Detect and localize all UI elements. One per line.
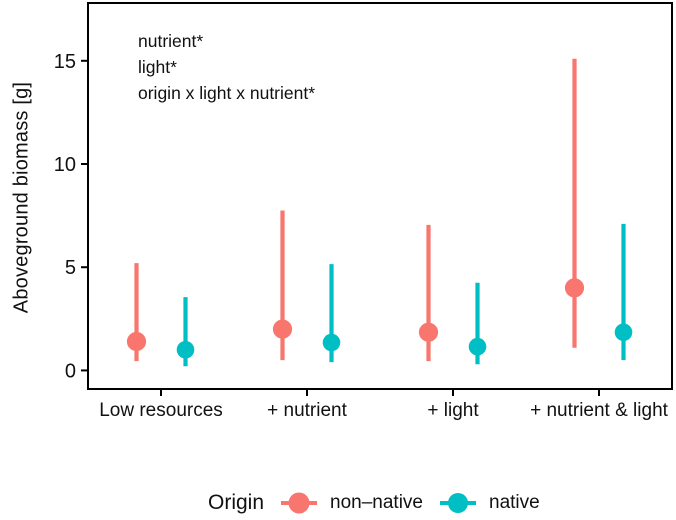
x-tick-label: + nutrient — [267, 400, 347, 421]
annotation-line: light* — [138, 57, 177, 77]
mean-point-native — [468, 337, 487, 356]
legend-item-native: native — [439, 489, 540, 517]
mean-point-non–native — [418, 322, 439, 342]
y-tick-label: 10 — [54, 154, 76, 176]
legend: Origin non–native native — [208, 489, 540, 517]
x-tick-label: + light — [427, 400, 479, 421]
y-axis-title: Aboveground biomass [g] — [10, 81, 33, 314]
annotation-line: nutrient* — [138, 31, 204, 51]
mean-point-non–native — [272, 319, 293, 339]
mean-point-native — [614, 323, 633, 342]
legend-title: Origin — [208, 491, 265, 514]
mean-point-non–native — [126, 331, 147, 352]
x-tick-label: + nutrient & light — [530, 400, 669, 421]
mean-point-native — [322, 333, 341, 352]
pointrange-key-icon — [281, 492, 318, 514]
y-tick-label: 5 — [65, 257, 76, 279]
mean-point-non–native — [564, 278, 585, 298]
legend-item-non-native: non–native — [280, 489, 423, 517]
x-tick-label: Low resources — [99, 400, 223, 421]
panel-border — [87, 2, 673, 390]
legend-label: non–native — [330, 492, 423, 513]
legend-label: native — [489, 492, 540, 513]
pointrange-key-icon — [440, 493, 476, 513]
y-tick-label: 0 — [65, 360, 76, 382]
annotation-block: nutrient* light* origin x light x nutrie… — [138, 28, 315, 106]
y-tick-label: 15 — [54, 51, 76, 73]
mean-point-native — [176, 340, 195, 359]
annotation-line: origin x light x nutrient* — [138, 83, 316, 103]
